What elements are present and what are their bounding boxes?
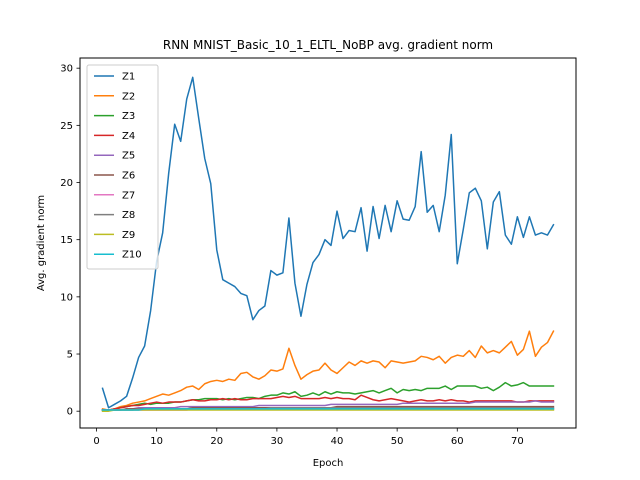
legend-item-z3[interactable]: Z3 [94,111,135,122]
series-layer [101,76,555,412]
x-axis: 0 10 20 30 40 50 60 70 [93,428,524,447]
x-tick-label: 0 [93,436,99,447]
y-axis: 0 5 10 15 20 25 30 [60,64,80,418]
legend-item-z8[interactable]: Z8 [94,210,135,221]
y-tick-label: 10 [60,292,73,303]
legend-label: Z3 [122,111,135,122]
legend-label: Z7 [122,190,135,201]
y-tick-label: 0 [67,407,73,418]
legend-item-z4[interactable]: Z4 [94,131,135,142]
legend-label: Z6 [122,171,135,182]
legend-item-z1[interactable]: Z1 [94,72,135,83]
x-tick-label: 10 [150,436,163,447]
y-tick-label: 30 [60,64,73,75]
legend-item-z6[interactable]: Z6 [94,171,135,182]
legend-item-z9[interactable]: Z9 [94,230,135,241]
series-line-z2 [101,330,555,411]
x-tick-label: 70 [511,436,524,447]
legend-item-z7[interactable]: Z7 [94,190,135,201]
legend-label: Z8 [122,210,135,221]
legend-label: Z9 [122,230,135,241]
series-line-z1 [101,76,555,409]
plot-area [79,57,577,429]
x-tick-label: 60 [451,436,464,447]
y-tick-label: 20 [60,178,73,189]
x-tick-label: 30 [271,436,284,447]
x-axis-label: Epoch [313,458,344,469]
series-line-z9 [101,409,555,412]
x-tick-label: 20 [210,436,223,447]
legend-label: Z5 [122,151,135,162]
legend-item-z5[interactable]: Z5 [94,151,135,162]
series-line-z5 [101,400,555,411]
legend-label: Z1 [122,72,135,83]
series-line-z4 [101,394,555,411]
x-tick-label: 40 [331,436,344,447]
legend-label: Z2 [122,91,135,102]
legend-item-z2[interactable]: Z2 [94,91,135,102]
y-tick-label: 15 [60,235,73,246]
chart-title: RNN MNIST_Basic_10_1_ELTL_NoBP avg. grad… [163,38,493,52]
y-tick-label: 5 [67,350,73,361]
legend-item-z10[interactable]: Z10 [94,250,142,261]
series-line-z10 [101,408,555,411]
x-tick-label: 50 [391,436,404,447]
y-axis-label: Avg. gradient norm [36,195,47,291]
legend-label: Z4 [122,131,135,142]
legend-label: Z10 [122,250,142,261]
legend[interactable]: Z1 Z2 Z3 Z4 Z5 Z6 Z7 Z8 Z9 Z10 [86,64,159,270]
y-tick-label: 25 [60,121,73,132]
axes-frame [79,57,577,429]
